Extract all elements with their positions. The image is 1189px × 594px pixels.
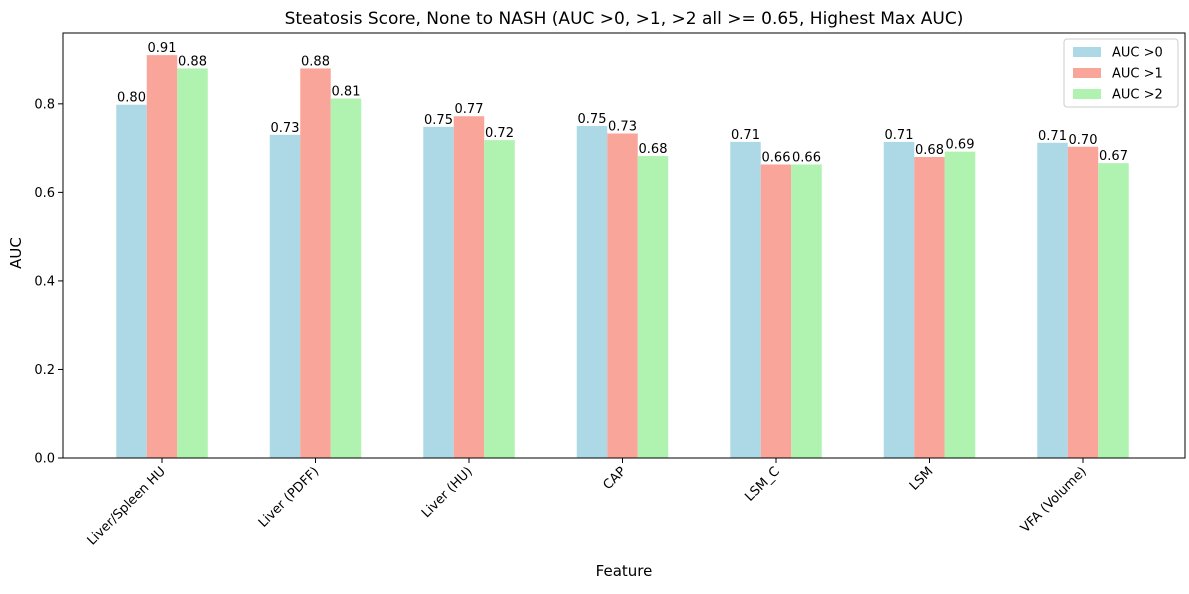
bar	[637, 156, 669, 458]
bar	[1098, 163, 1129, 458]
x-tick-label: LSM_C	[742, 464, 783, 505]
x-tick-label: Liver (HU)	[419, 464, 476, 521]
legend-swatch	[1073, 68, 1101, 78]
bar-value-label: 0.66	[762, 150, 791, 165]
bar-value-label: 0.88	[301, 54, 330, 69]
bar-value-label: 0.66	[792, 150, 821, 165]
legend-swatch	[1073, 47, 1101, 57]
bar-value-label: 0.72	[485, 126, 514, 141]
y-tick-label: 0.8	[34, 97, 55, 112]
legend-label: AUC >1	[1112, 67, 1163, 82]
x-tick-label: CAP	[600, 464, 629, 493]
bar	[146, 55, 178, 458]
bar-value-label: 0.88	[178, 54, 207, 69]
x-tick-label: Liver/Spleen HU	[85, 464, 169, 548]
x-tick-label: LSM	[907, 464, 936, 493]
bar	[576, 125, 608, 458]
x-tick-label: Liver (PDFF)	[256, 464, 322, 530]
bar-value-label: 0.75	[424, 113, 453, 128]
bar	[760, 164, 792, 459]
bar-value-label: 0.71	[1038, 129, 1067, 144]
x-tick-label: VFA (Volume)	[1018, 464, 1090, 536]
bar	[330, 98, 362, 459]
data-labels-layer: 0.800.910.880.730.880.810.750.770.720.75…	[117, 41, 1128, 165]
bar-value-label: 0.71	[885, 128, 914, 143]
bar-value-label: 0.68	[915, 143, 944, 158]
bar	[1067, 146, 1099, 458]
bar-value-label: 0.71	[731, 128, 760, 143]
bar	[177, 68, 208, 459]
bar	[423, 126, 454, 458]
bar	[730, 141, 761, 458]
x-axis: Liver/Spleen HU Liver (PDFF) Liver (HU) CAP…	[85, 458, 1090, 548]
bar	[300, 68, 331, 459]
bar-value-label: 0.73	[271, 121, 300, 136]
bar-value-label: 0.91	[148, 41, 177, 56]
bar	[453, 116, 485, 458]
bars-layer	[116, 55, 1129, 459]
bar	[607, 133, 638, 459]
y-tick-label: 0.0	[34, 452, 55, 467]
plot-frame	[62, 32, 1186, 459]
bar-value-label: 0.81	[332, 85, 361, 100]
x-axis-label: Feature	[596, 562, 653, 580]
bar	[944, 151, 976, 458]
bar	[914, 156, 945, 458]
legend-label: AUC >2	[1112, 88, 1163, 103]
bar-value-label: 0.70	[1069, 133, 1098, 148]
y-tick-label: 0.4	[34, 274, 55, 289]
bar	[1037, 142, 1068, 459]
bar	[484, 140, 515, 458]
bar-value-label: 0.67	[1099, 149, 1128, 164]
bar	[791, 164, 822, 459]
y-tick-label: 0.6	[34, 186, 55, 201]
bar-value-label: 0.73	[608, 119, 637, 134]
chart-title: Steatosis Score, None to NASH (AUC >0, >…	[285, 9, 964, 29]
bar	[116, 104, 147, 458]
legend-label: AUC >0	[1112, 46, 1163, 61]
bar	[269, 134, 301, 458]
bar-value-label: 0.80	[117, 91, 146, 106]
bar-value-label: 0.68	[639, 142, 668, 157]
y-axis-label: AUC	[7, 237, 25, 269]
bar-value-label: 0.77	[455, 102, 484, 117]
bar-value-label: 0.75	[578, 112, 607, 127]
y-tick-label: 0.2	[34, 363, 55, 378]
bar	[883, 141, 915, 458]
y-axis: 0.0 0.2 0.4 0.6 0.8	[34, 97, 63, 467]
bar-value-label: 0.69	[946, 138, 975, 153]
legend: AUC >0 AUC >1 AUC >2	[1063, 38, 1179, 108]
legend-swatch	[1073, 89, 1101, 99]
